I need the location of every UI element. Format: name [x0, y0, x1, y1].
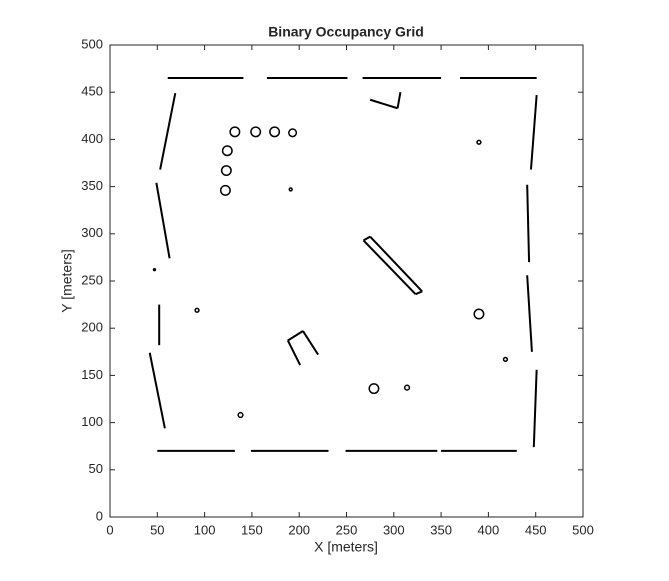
obstacle-circle	[368, 383, 380, 395]
y-tick-label: 300	[81, 225, 103, 240]
obstacle-wall	[155, 182, 171, 259]
obstacle-circle	[403, 384, 411, 391]
obstacle-wall	[159, 92, 177, 170]
obstacle-circle	[288, 128, 298, 138]
x-tick-label: 350	[430, 522, 452, 537]
obstacle-circle	[250, 126, 262, 138]
x-tick-label: 100	[194, 522, 216, 537]
y-axis-label: Y [meters]	[59, 249, 75, 313]
y-tick-label: 350	[81, 178, 103, 193]
x-tick-label: 500	[572, 522, 594, 537]
obstacle-wall	[302, 330, 319, 356]
obstacle-wall	[529, 94, 538, 170]
obstacle-circle	[219, 184, 231, 196]
obstacle-wall	[532, 369, 538, 448]
obstacle-wall	[526, 275, 533, 352]
obstacle-wall	[396, 92, 402, 109]
obstacle-circle	[221, 145, 233, 157]
obstacle-circle	[229, 126, 241, 138]
obstacle-circle	[237, 411, 244, 419]
x-tick-label: 400	[478, 522, 500, 537]
y-tick-label: 100	[81, 414, 103, 429]
obstacle-wall	[148, 352, 166, 429]
obstacle-circle	[269, 126, 281, 138]
obstacle-wall	[362, 239, 417, 295]
chart-title: Binary Occupancy Grid	[268, 24, 424, 40]
obstacle-circle	[194, 307, 200, 313]
axes-box	[109, 44, 584, 518]
obstacle-circle	[502, 356, 509, 362]
x-axis-label: X [meters]	[314, 539, 378, 555]
y-tick-label: 400	[81, 131, 103, 146]
obstacle-wall	[286, 340, 302, 366]
obstacle-circle	[476, 139, 482, 145]
obstacle-wall	[415, 290, 423, 296]
x-tick-label: 200	[288, 522, 310, 537]
x-tick-label: 50	[150, 522, 164, 537]
y-tick-label: 150	[81, 367, 103, 382]
obstacle-wall	[369, 98, 398, 110]
y-tick-label: 450	[81, 84, 103, 99]
y-tick-label: 200	[81, 320, 103, 335]
x-tick-label: 0	[106, 522, 113, 537]
y-tick-label: 250	[81, 272, 103, 287]
x-tick-label: 250	[336, 522, 358, 537]
y-tick-label: 0	[96, 508, 103, 523]
obstacle-wall	[369, 235, 423, 293]
x-tick-label: 450	[525, 522, 547, 537]
obstacle-circle	[473, 308, 485, 320]
obstacle-wall	[287, 330, 304, 342]
obstacle-circle	[152, 267, 157, 272]
x-tick-label: 300	[383, 522, 405, 537]
obstacle-circle	[288, 187, 293, 192]
y-tick-label: 500	[81, 36, 103, 51]
obstacle-wall	[363, 235, 371, 242]
obstacle-circle	[220, 165, 232, 177]
obstacle-wall	[526, 184, 531, 263]
y-tick-label: 50	[89, 461, 103, 476]
x-tick-label: 150	[241, 522, 263, 537]
